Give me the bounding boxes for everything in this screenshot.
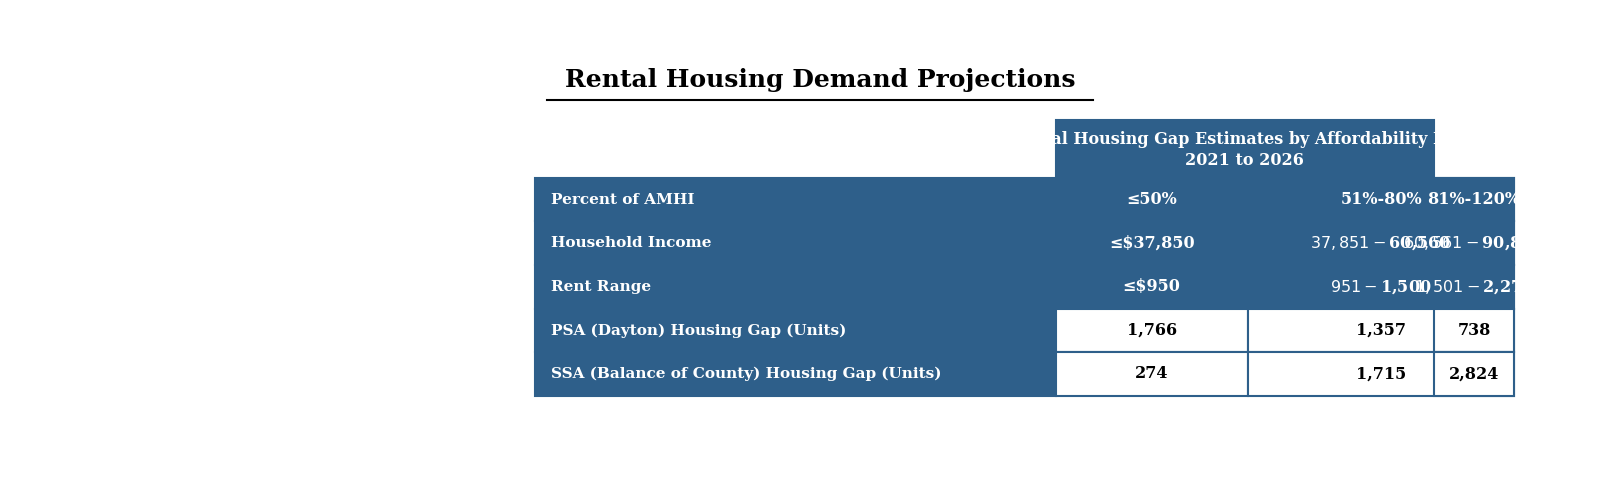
Text: $1,501-$2,270: $1,501-$2,270	[1414, 278, 1534, 296]
Bar	[1056, 352, 1248, 396]
Text: Rental Housing Demand Projections: Rental Housing Demand Projections	[565, 68, 1075, 92]
Text: SSA (Balance of County) Housing Gap (Units): SSA (Balance of County) Housing Gap (Uni…	[550, 367, 941, 381]
Bar	[1248, 352, 1515, 396]
Bar	[1434, 352, 1515, 396]
Bar	[1056, 120, 1434, 178]
Text: 1,766: 1,766	[1126, 322, 1176, 339]
Text: 1,715: 1,715	[1355, 365, 1406, 383]
Bar	[1434, 265, 1515, 309]
Bar	[534, 221, 1056, 265]
Text: 1,357: 1,357	[1357, 322, 1406, 339]
Text: $37,851-$60,560: $37,851-$60,560	[1310, 234, 1451, 252]
Bar	[534, 178, 1056, 221]
Text: 2021 to 2026: 2021 to 2026	[1186, 152, 1304, 169]
Text: ≤$37,850: ≤$37,850	[1109, 235, 1195, 252]
Bar	[1056, 178, 1248, 221]
Bar	[1248, 221, 1515, 265]
Bar	[1056, 221, 1248, 265]
Bar	[1248, 265, 1515, 309]
Text: Rent Range: Rent Range	[550, 280, 651, 294]
Bar	[1248, 309, 1515, 352]
Bar	[534, 309, 1056, 352]
Text: PSA (Dayton) Housing Gap (Units): PSA (Dayton) Housing Gap (Units)	[550, 323, 846, 337]
Text: 738: 738	[1458, 322, 1491, 339]
Bar	[1056, 309, 1248, 352]
Bar	[1248, 178, 1515, 221]
Bar	[1434, 178, 1515, 221]
Text: $951-$1,500: $951-$1,500	[1330, 278, 1432, 296]
Text: Percent of AMHI: Percent of AMHI	[550, 192, 694, 206]
Text: 81%-120%: 81%-120%	[1427, 191, 1520, 208]
Bar	[1056, 265, 1248, 309]
Text: 274: 274	[1134, 365, 1168, 383]
Text: Household Income: Household Income	[550, 236, 712, 250]
Text: ≤50%: ≤50%	[1126, 191, 1178, 208]
Text: 2,824: 2,824	[1450, 365, 1499, 383]
Text: Rental Housing Gap Estimates by Affordability Level: Rental Housing Gap Estimates by Affordab…	[1010, 131, 1480, 148]
Bar	[534, 265, 1056, 309]
Text: 51%-80%: 51%-80%	[1341, 191, 1422, 208]
Text: $60,561-$90,840: $60,561-$90,840	[1403, 234, 1544, 252]
Bar	[1434, 221, 1515, 265]
Text: ≤$950: ≤$950	[1123, 278, 1181, 295]
Bar	[534, 352, 1056, 396]
Bar	[1434, 309, 1515, 352]
